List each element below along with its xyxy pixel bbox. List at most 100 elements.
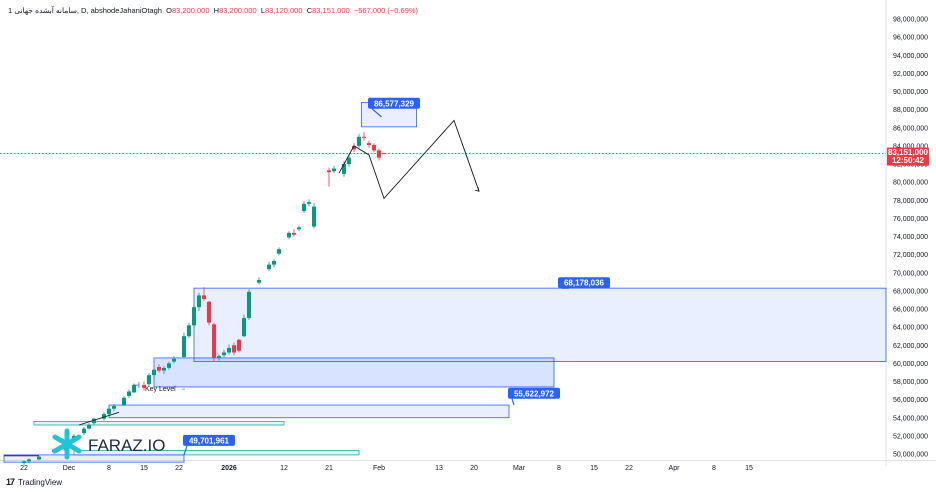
x-tick-label: 12	[280, 465, 288, 472]
candle-body	[222, 352, 226, 356]
y-tick-label: 66,000,000	[893, 307, 928, 314]
zone-label-box	[183, 434, 235, 446]
y-tick-label: 96,000,000	[893, 35, 928, 42]
zone-label-text: 55,622,972	[514, 389, 555, 398]
candle-body	[157, 367, 161, 371]
candle-body	[92, 418, 96, 424]
candle-body	[207, 301, 211, 323]
candle-body	[192, 307, 196, 326]
support-resistance-zone	[3, 454, 185, 463]
y-tick-label: 86,000,000	[893, 125, 928, 132]
candle-body	[297, 227, 301, 230]
candle-body	[372, 144, 376, 151]
y-tick-label: 50,000,000	[893, 452, 928, 459]
watermark-text: FARAZ.IO	[88, 436, 165, 455]
projection-arrowhead	[474, 187, 480, 192]
candle-body	[232, 345, 236, 353]
candle-body	[167, 363, 171, 368]
candle-body	[37, 456, 41, 460]
x-tick-label: 15	[140, 465, 148, 472]
support-resistance-zone	[153, 357, 555, 388]
candle-body	[147, 375, 151, 385]
faraz-logo-icon	[52, 428, 82, 460]
candle-body	[187, 325, 191, 337]
candle-body	[347, 157, 351, 164]
candle-body	[132, 385, 136, 393]
x-tick-label: Apr	[669, 465, 681, 472]
candle-body	[152, 369, 156, 376]
candle-body	[327, 170, 331, 173]
x-tick-label: 22	[625, 465, 633, 472]
y-tick-label: 98,000,000	[893, 17, 928, 24]
y-tick-label: 90,000,000	[893, 89, 928, 96]
y-tick-label: 92,000,000	[893, 71, 928, 78]
zone-label-box	[508, 387, 560, 399]
last-price-tag	[887, 147, 929, 166]
x-tick-label: 15	[590, 465, 598, 472]
candle-body	[182, 336, 186, 358]
tradingview-footer[interactable]: 17 TradingView	[6, 477, 62, 487]
last-price-text: 83,151,000	[888, 148, 929, 157]
candle-body	[127, 391, 131, 396]
y-tick-label: 74,000,000	[893, 234, 928, 241]
y-tick-label: 80,000,000	[893, 180, 928, 187]
y-tick-label: 60,000,000	[893, 361, 928, 368]
x-tick-label: 8	[712, 465, 716, 472]
candle-body	[112, 405, 116, 409]
candle-body	[292, 232, 296, 235]
zone-label-box	[558, 277, 610, 289]
y-tick-label: 70,000,000	[893, 270, 928, 277]
candle-body	[22, 461, 26, 464]
candle-body	[202, 295, 206, 300]
x-tick-label: Feb	[373, 465, 385, 472]
candle-body	[227, 347, 231, 353]
candle-body	[342, 164, 346, 174]
interval: D	[81, 6, 87, 15]
candle-body	[172, 358, 176, 362]
projection-path	[338, 119, 480, 200]
candle-body	[377, 150, 381, 158]
candle-body	[257, 280, 261, 283]
x-tick-label: 21	[325, 465, 333, 472]
x-tick-label: Mar	[513, 465, 526, 472]
candle-body	[82, 428, 86, 434]
candle-body	[212, 324, 216, 358]
y-tick-label: 56,000,000	[893, 397, 928, 404]
y-tick-label: 62,000,000	[893, 343, 928, 350]
chart-header: سامانه آبشده جهانی 1, D, abshodeJahaniOt…	[8, 6, 419, 15]
candle-body	[217, 356, 221, 358]
open-label: O	[166, 6, 172, 15]
candle-body	[352, 145, 356, 150]
close-value: 83,151,000	[312, 6, 350, 15]
support-resistance-zone	[108, 404, 510, 419]
x-tick-label: 20	[470, 465, 478, 472]
candle-body	[237, 339, 241, 351]
candle-body	[267, 264, 271, 270]
support-resistance-zone	[33, 420, 285, 426]
y-tick-label: 52,000,000	[893, 433, 928, 440]
y-tick-label: 68,000,000	[893, 288, 928, 295]
x-tick-label: Dec	[63, 465, 76, 472]
x-tick-label: 8	[557, 465, 561, 472]
candle-body	[247, 291, 251, 319]
y-tick-label: 78,000,000	[893, 198, 928, 205]
y-tick-label: 54,000,000	[893, 415, 928, 422]
zone-label-text: 68,178,036	[564, 279, 605, 288]
zone-label-pointer	[511, 398, 515, 406]
candle-body	[302, 203, 306, 212]
candle-body	[272, 260, 276, 265]
y-tick-label: 94,000,000	[893, 53, 928, 60]
candle-body	[357, 136, 361, 146]
candle-body	[122, 397, 126, 406]
y-tick-label: 76,000,000	[893, 216, 928, 223]
x-tick-label: 13	[435, 465, 443, 472]
candle-body	[287, 232, 291, 238]
zone-label-text: 86,577,329	[374, 99, 415, 108]
candle-body	[367, 143, 371, 145]
tradingview-logo-icon: 17	[6, 477, 15, 487]
exchange-name: سامانه آبشده جهانی	[14, 6, 77, 15]
open-value: 83,200,000	[171, 6, 210, 15]
x-tick-label: 22	[20, 465, 28, 472]
y-tick-label: 64,000,000	[893, 325, 928, 332]
